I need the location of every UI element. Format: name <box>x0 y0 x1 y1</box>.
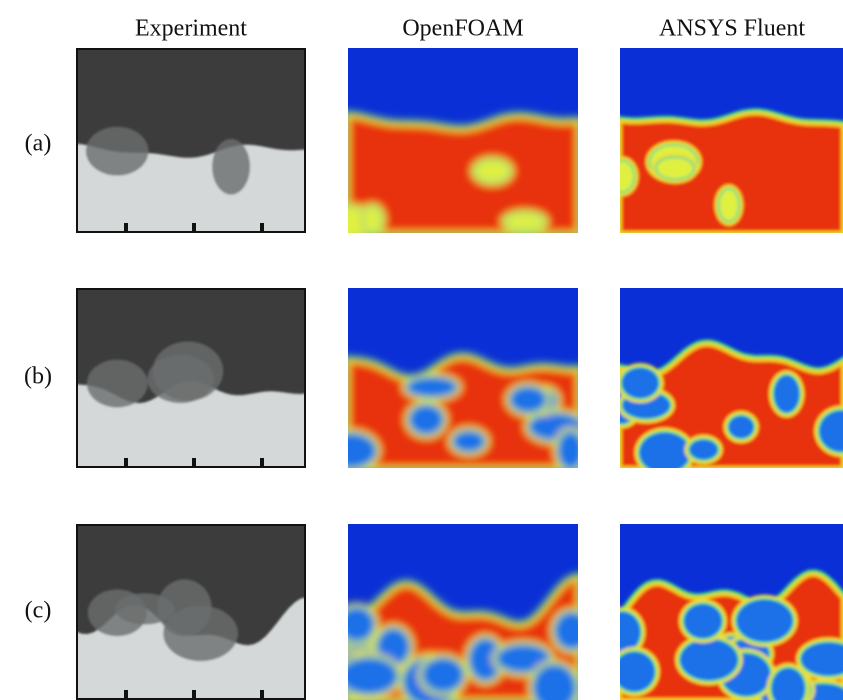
blob-inner <box>774 376 799 413</box>
field <box>599 574 843 700</box>
blob-inner <box>409 405 443 434</box>
panel-image <box>319 288 588 474</box>
blob-inner <box>423 658 464 691</box>
panel-image <box>605 48 843 233</box>
column-header: ANSYS Fluent <box>659 16 805 42</box>
panel-image <box>602 288 843 478</box>
blob-inner <box>610 162 633 192</box>
panel-image <box>76 48 306 233</box>
panel-image <box>76 524 306 700</box>
bubble <box>87 360 148 408</box>
bubble <box>212 139 250 195</box>
panel-image <box>76 288 306 468</box>
blob-inner <box>614 652 655 691</box>
field <box>322 116 578 242</box>
row-label: (a) <box>25 131 52 157</box>
panel-image <box>599 524 843 700</box>
field <box>605 113 843 233</box>
blob-inner <box>622 368 659 398</box>
blob-inner <box>720 190 739 221</box>
bubble <box>147 355 213 403</box>
panel-image <box>316 524 594 700</box>
blob-inner <box>657 158 693 178</box>
blob-inner <box>475 161 509 181</box>
blob-inner <box>737 600 793 642</box>
blob-inner <box>340 658 397 694</box>
blob-inner <box>558 432 583 469</box>
figure: Experiment OpenFOAM ANSYS Fluent (a) (b)… <box>0 0 843 700</box>
blob-inner <box>640 433 690 473</box>
blob-inner <box>680 639 737 680</box>
panel-image <box>322 48 578 242</box>
blob-inner <box>555 613 588 650</box>
bubble <box>86 127 149 176</box>
blob-inner <box>364 207 382 232</box>
row-label: (b) <box>24 364 52 390</box>
blob-inner <box>510 387 546 412</box>
blob-inner <box>684 604 722 638</box>
blob-inner <box>407 377 457 396</box>
blob-inner <box>339 608 374 641</box>
blob-inner <box>324 434 376 468</box>
blob-inner <box>453 431 485 451</box>
field <box>319 357 588 473</box>
row-label: (c) <box>25 598 52 624</box>
blob-inner <box>604 612 641 652</box>
column-header: OpenFOAM <box>402 16 523 42</box>
column-header: Experiment <box>135 16 247 42</box>
blob-inner <box>505 214 544 229</box>
blob-inner <box>729 416 754 438</box>
blob-inner <box>690 440 718 459</box>
bubble <box>157 579 211 636</box>
